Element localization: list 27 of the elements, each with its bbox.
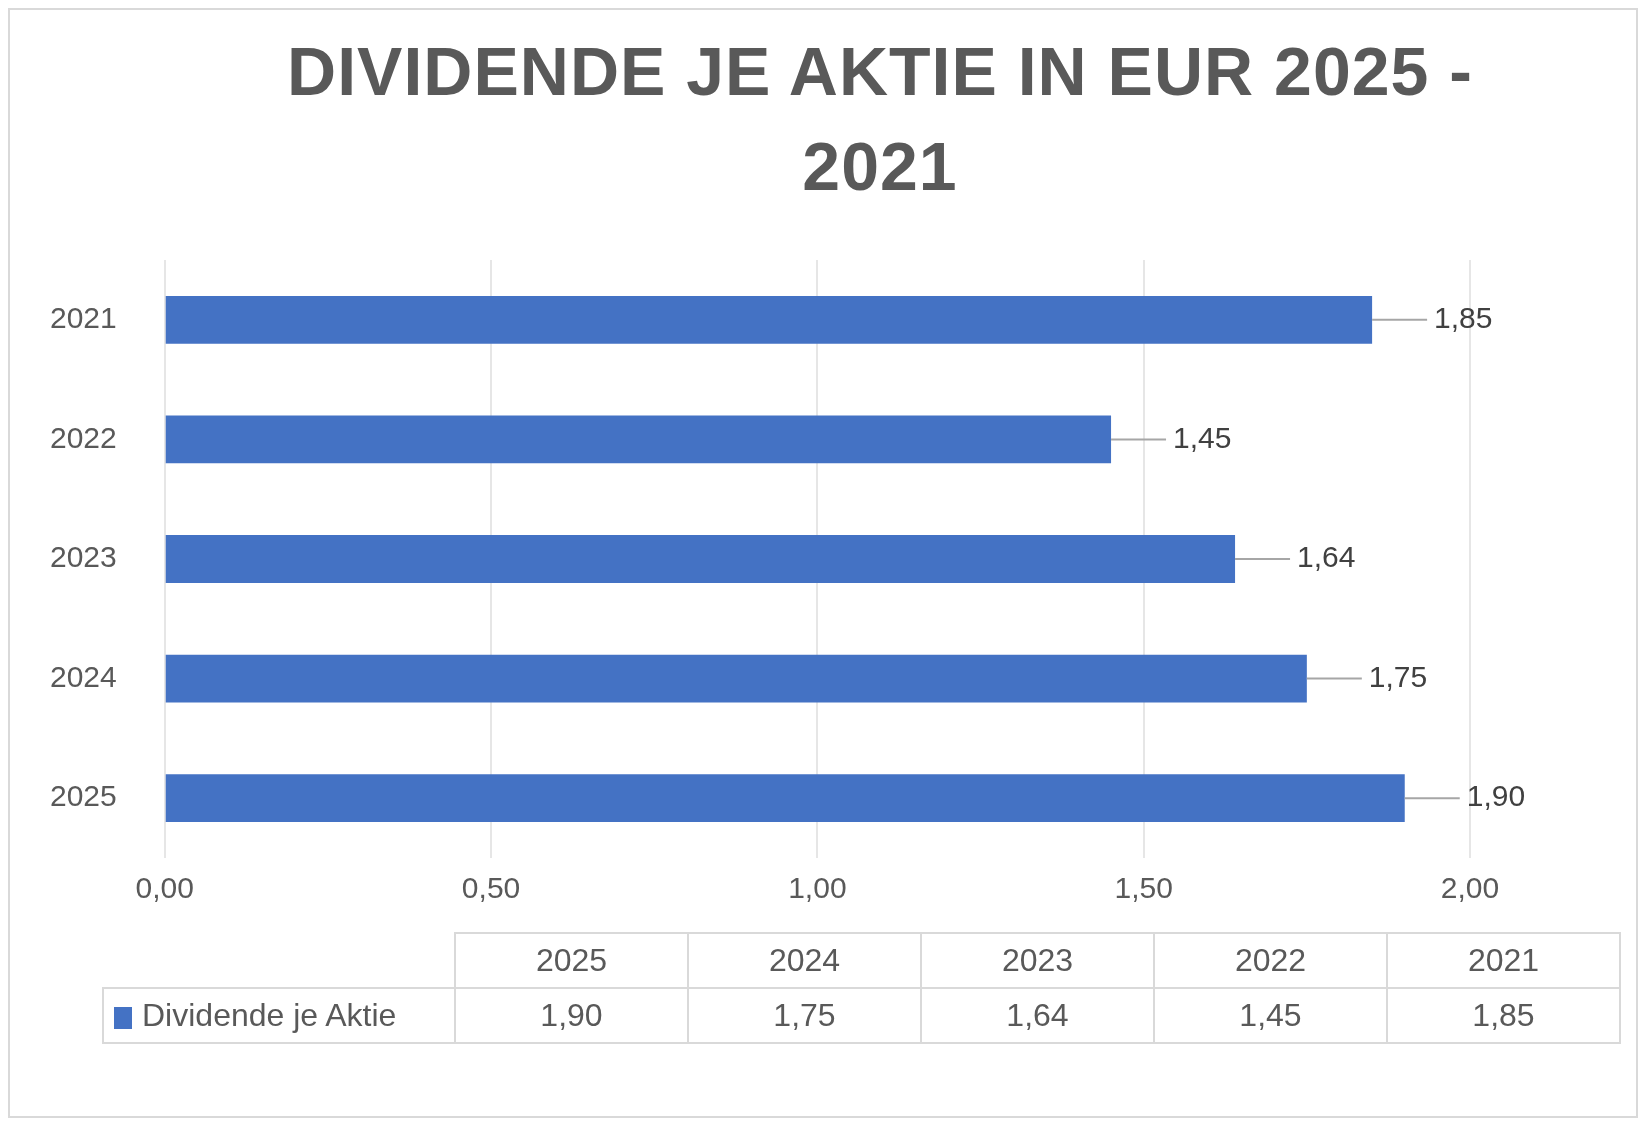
x-tick-label: 2,00: [1440, 871, 1500, 905]
text: 1,90: [540, 997, 603, 1034]
chart-title: DIVIDENDE JE AKTIE IN EUR 2025 - 2021: [286, 32, 1474, 207]
y-tick-label: 2023: [49, 540, 117, 574]
category-label: 2025: [535, 942, 608, 979]
y-tick-label: 2025: [49, 779, 117, 813]
x-tick-label: 0,50: [461, 871, 521, 905]
text: 1,45: [1239, 997, 1302, 1034]
text: 1,85: [1472, 997, 1535, 1034]
data-label: 1,85: [1434, 301, 1493, 335]
data-label: 1,90: [1466, 779, 1526, 813]
data-label: 1,75: [1368, 660, 1428, 694]
y-tick-label: 2022: [49, 421, 117, 455]
y-tick-label: 2021: [49, 301, 117, 335]
data-label: 1,64: [1297, 540, 1356, 574]
category-label: 2024: [768, 942, 841, 979]
x-tick-label: 1,50: [1114, 871, 1173, 905]
category-label: 2023: [1001, 942, 1074, 979]
y-tick-label: 2024: [49, 660, 117, 694]
category-label: 2021: [1467, 942, 1540, 979]
category-label: 2022: [1234, 942, 1307, 979]
data-label: 1,45: [1173, 421, 1232, 455]
legend-label: Dividende je Aktie: [142, 997, 397, 1034]
x-tick-label: 0,00: [135, 871, 194, 905]
text: 1,64: [1006, 997, 1069, 1034]
text: 1,75: [773, 997, 836, 1034]
x-tick-label: 1,00: [788, 871, 847, 905]
